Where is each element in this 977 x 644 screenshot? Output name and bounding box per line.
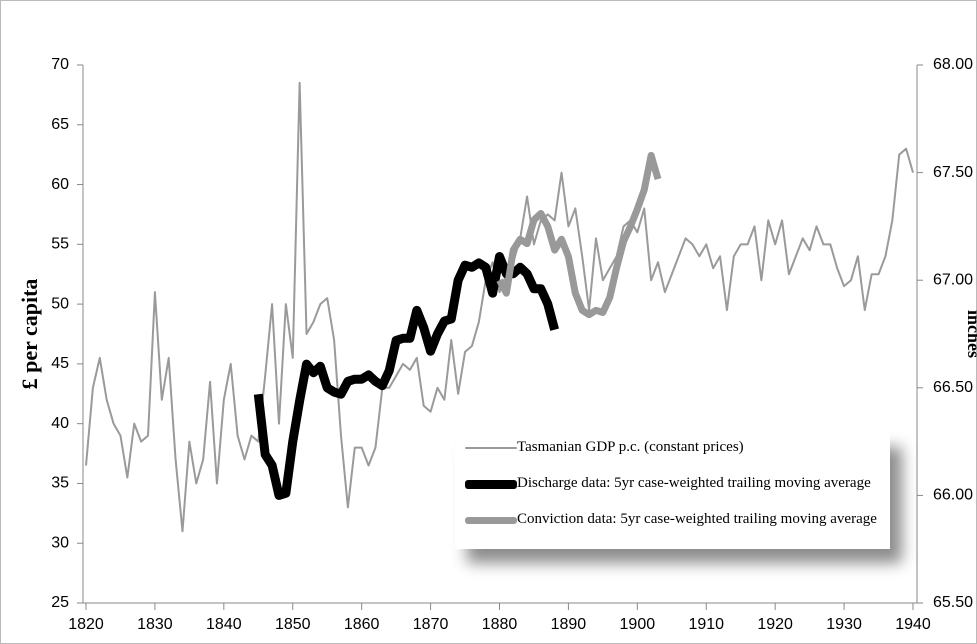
y-tick-label: 35 [51, 475, 69, 492]
x-tick-label: 1820 [68, 616, 104, 633]
legend-swatch [465, 516, 517, 524]
y-tick-label: 45 [51, 355, 69, 372]
y2-tick-label: 66.50 [933, 379, 973, 396]
y-tick-label: 30 [51, 534, 69, 551]
x-tick-label: 1830 [137, 616, 173, 633]
y2-tick-label: 65.50 [933, 594, 973, 611]
legend-label: Tasmanian GDP p.c. (constant prices) [517, 439, 744, 455]
y-tick-label: 60 [51, 176, 69, 193]
legend-label: Discharge data: 5yr case-weighted traili… [517, 475, 871, 491]
y2-tick-label: 67.50 [933, 164, 973, 181]
x-tick-label: 1870 [413, 616, 449, 633]
x-tick-label: 1890 [551, 616, 587, 633]
x-tick-label: 1900 [620, 616, 656, 633]
y2-tick-label: 68.00 [933, 56, 973, 73]
series-line [85, 81, 914, 533]
y2-axis-label: inches [964, 310, 977, 358]
y-tick-label: 70 [51, 56, 69, 73]
x-tick-label: 1930 [826, 616, 862, 633]
series-line [496, 151, 662, 319]
y-tick-label: 55 [51, 236, 69, 253]
y-tick-label: 40 [51, 415, 69, 432]
legend-entry: Discharge data: 5yr case-weighted traili… [465, 475, 877, 491]
series-line [253, 252, 559, 500]
legend-entry: Conviction data: 5yr case-weighted trail… [465, 511, 877, 527]
x-tick-label: 1860 [344, 616, 380, 633]
y-tick-label: 65 [51, 116, 69, 133]
x-tick-label: 1910 [688, 616, 724, 633]
legend-swatch [465, 447, 517, 449]
legend-label: Conviction data: 5yr case-weighted trail… [517, 511, 877, 527]
legend-swatch [465, 479, 517, 489]
y2-tick-label: 67.00 [933, 271, 973, 288]
x-tick-label: 1840 [206, 616, 242, 633]
y-tick-label: 25 [51, 594, 69, 611]
x-tick-label: 1880 [482, 616, 518, 633]
legend: Tasmanian GDP p.c. (constant prices) Disc… [455, 433, 890, 549]
y-tick-label: 50 [51, 295, 69, 312]
x-tick-label: 1940 [895, 616, 931, 633]
x-tick-label: 1920 [757, 616, 793, 633]
y-axis-label: £ per capita [17, 279, 42, 390]
x-tick-label: 1850 [275, 616, 311, 633]
y2-tick-label: 66.00 [933, 487, 973, 504]
legend-entry: Tasmanian GDP p.c. (constant prices) [465, 439, 877, 455]
